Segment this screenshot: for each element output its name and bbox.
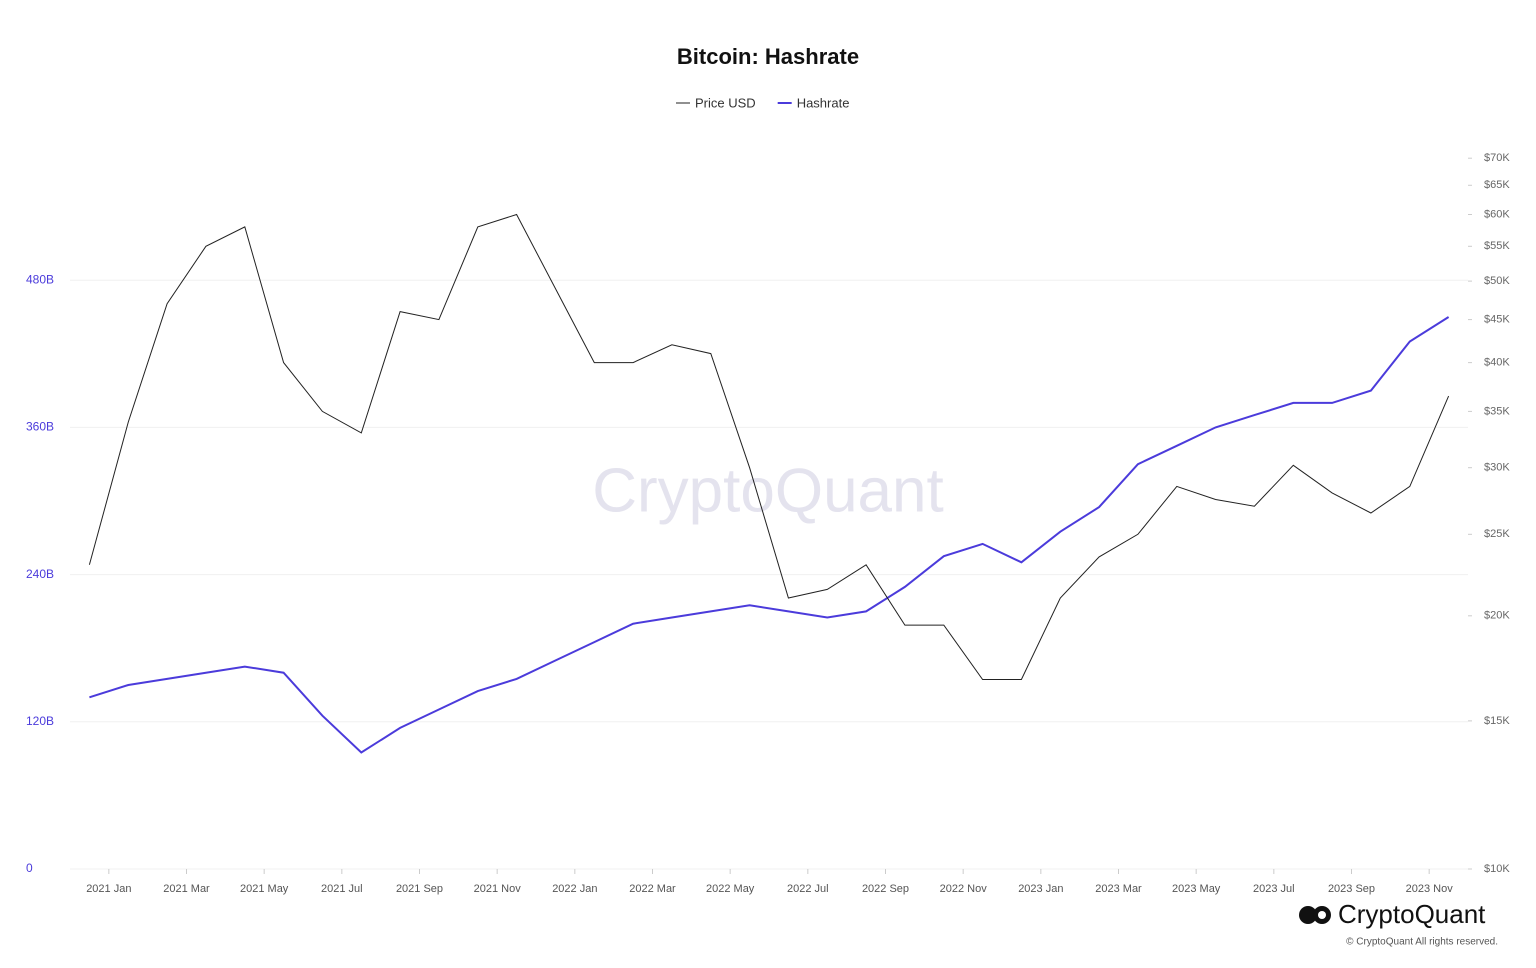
x-tick-label: 2022 Mar bbox=[629, 883, 676, 895]
x-tick-label: 2021 Jan bbox=[86, 883, 131, 895]
x-tick-label: 2022 Sep bbox=[862, 883, 909, 895]
legend-label: Hashrate bbox=[797, 95, 850, 110]
x-tick-label: 2021 Nov bbox=[474, 883, 522, 895]
series-line bbox=[89, 316, 1450, 754]
x-tick-label: 2022 May bbox=[706, 883, 755, 895]
x-tick-label: 2022 Jan bbox=[552, 883, 597, 895]
x-tick-label: 2023 Jan bbox=[1018, 883, 1063, 895]
x-tick-label: 2021 Jul bbox=[321, 883, 363, 895]
x-tick-label: 2021 May bbox=[240, 883, 289, 895]
y2-tick-label: $25K bbox=[1484, 528, 1510, 540]
y2-tick-label: $45K bbox=[1484, 313, 1510, 325]
x-tick-label: 2021 Sep bbox=[396, 883, 443, 895]
y-tick-label: 120B bbox=[26, 714, 54, 728]
series-line bbox=[88, 213, 1450, 680]
y2-tick-label: $55K bbox=[1484, 240, 1510, 252]
x-tick-label: 2023 Mar bbox=[1095, 883, 1142, 895]
x-tick-label: 2022 Jul bbox=[787, 883, 829, 895]
legend-label: Price USD bbox=[695, 95, 756, 110]
y2-tick-label: $30K bbox=[1484, 462, 1510, 474]
y2-tick-label: $65K bbox=[1484, 179, 1510, 191]
brand-name: CryptoQuant bbox=[1338, 899, 1486, 929]
chart-title: Bitcoin: Hashrate bbox=[677, 44, 859, 69]
y-tick-label: 480B bbox=[26, 272, 54, 286]
y2-tick-label: $70K bbox=[1484, 152, 1510, 164]
x-tick-label: 2023 Sep bbox=[1328, 883, 1375, 895]
y-tick-label: 0 bbox=[26, 861, 33, 875]
y2-tick-label: $40K bbox=[1484, 357, 1510, 369]
y2-tick-label: $15K bbox=[1484, 715, 1510, 727]
x-tick-label: 2022 Nov bbox=[940, 883, 988, 895]
x-tick-label: 2023 Nov bbox=[1406, 883, 1454, 895]
y2-tick-label: $60K bbox=[1484, 208, 1510, 220]
y-tick-label: 360B bbox=[26, 420, 54, 434]
copyright: © CryptoQuant All rights reserved. bbox=[1346, 937, 1498, 948]
x-tick-label: 2023 May bbox=[1172, 883, 1221, 895]
watermark: CryptoQuant bbox=[592, 456, 944, 525]
x-tick-label: 2021 Mar bbox=[163, 883, 210, 895]
y-tick-label: 240B bbox=[26, 567, 54, 581]
y2-tick-label: $10K bbox=[1484, 863, 1510, 875]
y2-tick-label: $35K bbox=[1484, 405, 1510, 417]
y2-tick-label: $50K bbox=[1484, 275, 1510, 287]
y2-tick-label: $20K bbox=[1484, 610, 1510, 622]
x-tick-label: 2023 Jul bbox=[1253, 883, 1295, 895]
brand-logo bbox=[1299, 906, 1331, 924]
